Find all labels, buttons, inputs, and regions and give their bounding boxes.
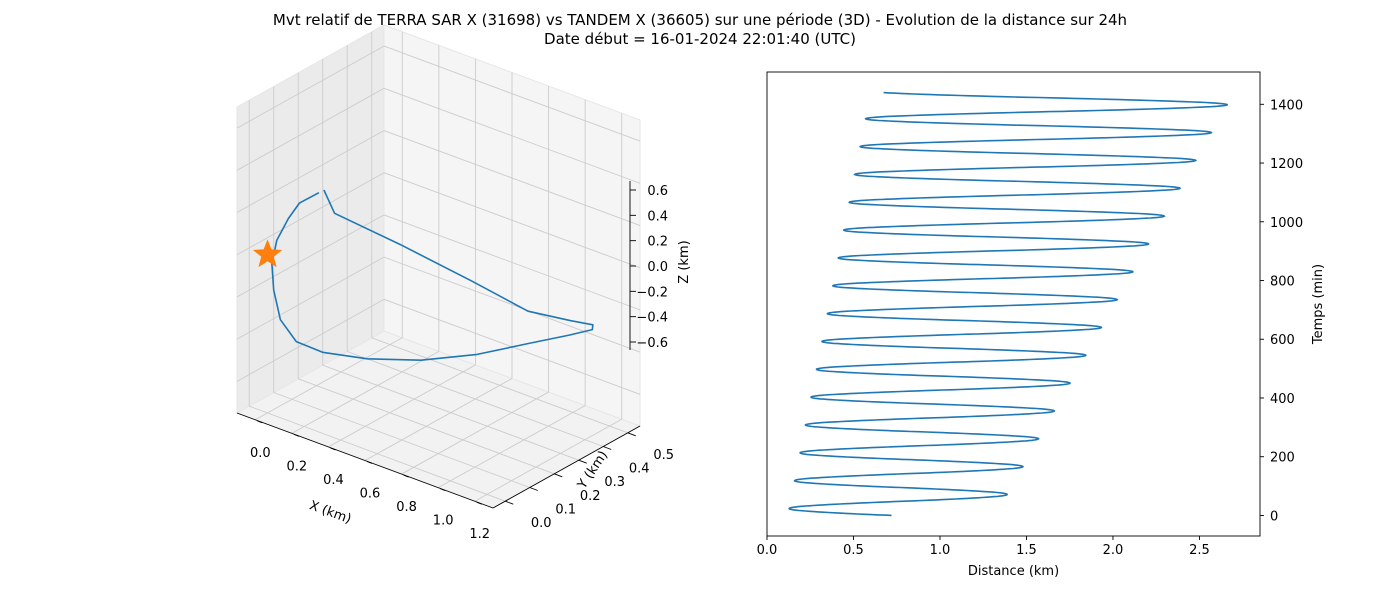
z-tick-label: −0.2 xyxy=(636,285,668,300)
y-tick xyxy=(554,473,563,478)
y-tick-label: 0.5 xyxy=(653,448,674,463)
x-tick-label: 1.0 xyxy=(433,514,454,529)
z-gridline-back xyxy=(383,172,641,269)
y-gridline-floor xyxy=(322,364,579,461)
figure-title-line2: Date début = 16-01-2024 22:01:40 (UTC) xyxy=(544,30,856,48)
x-axis-label: X (km) xyxy=(307,498,353,527)
y-tick-label: 1000 xyxy=(1270,216,1303,231)
plot-area-frame xyxy=(766,71,1261,537)
x-tick-label: 1.5 xyxy=(1016,543,1037,558)
x-tick xyxy=(403,474,409,478)
x-gridline-floor xyxy=(474,418,622,502)
x-tick xyxy=(330,447,336,451)
y-tick xyxy=(603,446,612,450)
z-tick-label: 0.0 xyxy=(647,260,668,275)
x-tick-label: 0.2 xyxy=(287,459,308,474)
z-gridline-left xyxy=(236,87,385,171)
y-gridline-floor xyxy=(298,378,555,475)
x-gridline-floor xyxy=(328,364,476,448)
y-tick-label: 1400 xyxy=(1270,98,1303,113)
x-gridline-floor xyxy=(255,337,403,421)
y-tick-label: 0.4 xyxy=(629,462,650,477)
y-tick-label: 0.3 xyxy=(604,475,625,490)
y-tick-label: 800 xyxy=(1270,275,1295,290)
x-axis-line xyxy=(236,412,494,509)
x-tick-label: 0.0 xyxy=(757,543,778,558)
y-tick-label: 600 xyxy=(1270,333,1295,348)
x-tick-label: 0.4 xyxy=(323,473,344,488)
z-tick-label: 0.2 xyxy=(647,235,668,250)
y-tick xyxy=(505,500,514,505)
figure-title-line1: Mvt relatif de TERRA SAR X (31698) vs TA… xyxy=(272,11,1128,29)
x-tick-label: 0.6 xyxy=(360,487,381,502)
y-tick-label: 0 xyxy=(1270,509,1278,524)
y-gridline-floor xyxy=(371,337,628,434)
z-gridline-left xyxy=(236,130,385,213)
y-axis-label: Temps (min) xyxy=(1311,264,1326,345)
x-tick-label: 0.5 xyxy=(843,543,864,558)
origin-star-marker xyxy=(252,239,283,268)
x-tick-label: 2.5 xyxy=(1189,543,1210,558)
x-gridline-floor xyxy=(437,405,586,489)
y-tick xyxy=(627,432,636,437)
y-gridline-floor xyxy=(249,405,506,502)
x-tick-label: 0.8 xyxy=(396,500,417,515)
y-tick-label: 400 xyxy=(1270,392,1295,407)
x-axis-label: Distance (km) xyxy=(968,564,1059,579)
z-axis-label: Z (km) xyxy=(677,240,692,283)
distance-series-line xyxy=(788,91,1228,517)
z-gridline-back xyxy=(383,214,641,311)
z-gridline-back xyxy=(383,256,641,353)
y-gridline-floor xyxy=(347,351,604,447)
z-gridline-left xyxy=(236,298,385,382)
x-tick-label: 1.0 xyxy=(930,543,951,558)
y-axis-line xyxy=(492,425,641,509)
z-gridline-back xyxy=(383,45,641,142)
x-gridline-floor xyxy=(291,350,440,434)
y-tick xyxy=(529,487,538,491)
y-tick-label: 0.1 xyxy=(555,503,576,518)
x-gridline-floor xyxy=(401,391,549,475)
z-gridline-back xyxy=(383,87,641,184)
z-tick-label: 0.6 xyxy=(647,184,668,199)
z-gridline-left xyxy=(236,45,385,129)
z-tick-label: −0.6 xyxy=(636,336,668,351)
x-tick xyxy=(476,501,482,505)
z-gridline-left xyxy=(236,172,385,256)
y-tick xyxy=(578,459,587,464)
relative-motion-3d-plot: 0.00.20.40.60.81.01.20.00.10.20.30.40.50… xyxy=(235,24,692,542)
y-tick-label: 1200 xyxy=(1270,157,1303,172)
z-gridline-left xyxy=(236,214,385,298)
x-gridline-floor xyxy=(364,378,513,461)
x-tick xyxy=(439,488,446,492)
x-tick xyxy=(257,420,263,424)
x-tick-label: 0.0 xyxy=(250,446,271,461)
z-gridline-left xyxy=(236,256,385,340)
y-tick-label: 0.0 xyxy=(531,516,552,531)
z-gridline-back xyxy=(383,130,641,226)
z-tick-label: −0.4 xyxy=(636,311,668,326)
distance-time-plot: 0.0 0.5 1.0 1.5 2.0 2.5 0 200 400 600 800 1000 1200 1… xyxy=(757,71,1326,579)
x-tick xyxy=(293,433,300,437)
z-tick-label: 0.4 xyxy=(647,209,668,224)
x-tick-label: 1.2 xyxy=(469,527,490,542)
y-gridline-floor xyxy=(273,392,530,488)
x-tick-label: 2.0 xyxy=(1103,543,1124,558)
x-tick xyxy=(366,461,373,464)
y-tick-label: 200 xyxy=(1270,451,1295,466)
y-tick-label: 0.2 xyxy=(580,489,601,504)
